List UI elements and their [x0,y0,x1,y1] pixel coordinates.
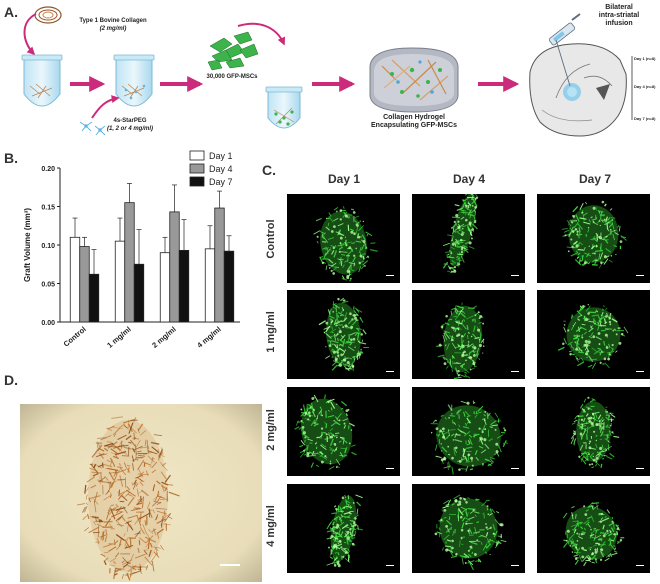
legend-label: Day 4 [209,164,233,174]
y-tick-label: 0.05 [41,282,55,289]
fluorescence-image [287,290,400,379]
histology-background [20,404,262,582]
scale-bar [636,564,644,566]
hydrogel-label-1: Collagen Hydrogel [383,114,445,121]
graft-volume-chart: 0.00 0.05 0.10 0.15 0.20 Graft Volume (mm³) Co… [23,150,240,350]
collagen-title: Type 1 Bovine Collagen [79,18,147,24]
scale-bar [636,370,644,372]
bar [124,202,135,323]
brain-section-icon [529,43,627,137]
row-label-control: Control [265,219,277,259]
scale-bar [386,467,394,469]
timepoint-day4: Day 4 (n=8) [634,84,656,89]
infusion-label-1: Bilateral [605,4,633,11]
tube-2-icon [113,54,155,107]
bar [114,240,126,323]
panel-c-letter: C. [262,162,276,178]
scale-bar [511,467,519,469]
row-label-4mg: 4 mg/ml [265,505,277,547]
bar [79,246,90,323]
x-tick-label: 4 mg/ml [195,325,222,350]
panel-b-letter: B. [4,150,18,166]
collagen-arrow [23,13,37,56]
fluorescence-image [287,387,400,476]
scale-bar [511,370,519,372]
stained-graft [76,416,180,581]
panel-d-letter: D. [4,372,18,388]
row-label-2mg: 2 mg/ml [265,409,277,451]
bar [204,248,216,323]
fluorescence-image [287,194,400,283]
fluorescence-image [412,484,525,573]
bar [169,211,180,323]
bar [88,273,100,323]
bar [223,250,235,323]
bar [178,249,190,323]
starpeg-title: 4s-StarPEG [113,118,147,124]
panel-a-letter: A. [4,4,18,20]
bar [133,263,145,323]
x-tick-label: 2 mg/ml [150,325,177,350]
scale-bar [386,274,394,276]
fluorescence-image [412,387,525,476]
fluorescence-image [412,194,525,283]
day-4-header: Day 4 [452,172,486,186]
starpeg-icon [79,121,106,136]
y-tick-label: 0.10 [41,243,55,250]
scale-bar [511,564,519,566]
scale-bar [386,370,394,372]
row-label-1mg: 1 mg/ml [265,311,277,353]
legend-swatch [189,176,205,187]
fluorescence-image [537,194,650,283]
histology-scale-bar [220,564,240,566]
legend-swatch [189,163,205,174]
cells-label: 30,000 GFP-MSCs [206,74,258,80]
starpeg-arrow [91,95,120,119]
fluorescence-image [287,484,400,573]
hydrogel-icon [369,47,459,113]
fluorescence-image [537,387,650,476]
x-tick-label: 1 mg/ml [105,325,132,350]
scale-bar [636,274,644,276]
panel-a-schematic [21,6,633,137]
fluorescence-image [412,290,525,379]
legend-label: Day 1 [209,151,233,161]
fluorescence-image [537,290,650,379]
scale-bar [636,467,644,469]
tube-3-icon [265,86,303,129]
x-tick-label: Control [62,325,88,349]
timepoint-day7: Day 7 (n=8) [634,116,656,121]
scale-bar [511,274,519,276]
histology-image [20,404,262,582]
gfp-msc-cells-icon [207,31,259,71]
fluorescence-image [537,484,650,573]
infusion-label-2: intra-striatal [598,12,640,19]
day-7-header: Day 7 [578,172,612,186]
y-axis-label: Graft Volume (mm³) [23,208,32,282]
tube-1-icon [21,54,63,107]
timepoint-day1: Day 1 (n=8) [634,56,656,61]
infusion-label-3: infusion [605,20,633,27]
scale-bar [386,564,394,566]
collagen-concentration: (2 mg/ml) [99,26,127,32]
y-tick-label: 0.00 [41,320,55,327]
legend-label: Day 7 [209,177,233,187]
y-tick-label: 0.15 [41,205,55,212]
cells-arrow [237,22,286,46]
syringe-icon [548,13,581,87]
bar [214,207,225,323]
hydrogel-label-2: Encapsulating GFP-MSCs [371,122,457,129]
bar [69,236,81,323]
y-tick-label: 0.20 [41,166,55,173]
legend-swatch [189,150,205,161]
bar [159,252,171,323]
day-1-header: Day 1 [327,172,361,186]
starpeg-concentration: (1, 2 or 4 mg/ml) [106,126,153,132]
